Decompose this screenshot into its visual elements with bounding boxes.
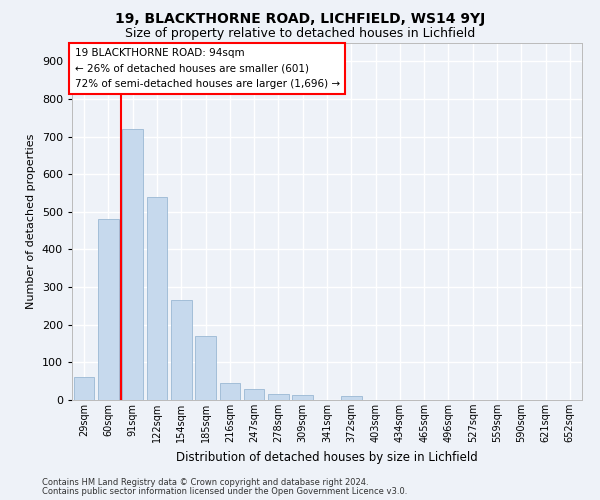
Y-axis label: Number of detached properties: Number of detached properties <box>26 134 36 309</box>
Bar <box>341 396 362 400</box>
Bar <box>268 394 289 400</box>
Bar <box>98 220 119 400</box>
X-axis label: Distribution of detached houses by size in Lichfield: Distribution of detached houses by size … <box>176 450 478 464</box>
Bar <box>146 197 167 400</box>
Text: Size of property relative to detached houses in Lichfield: Size of property relative to detached ho… <box>125 28 475 40</box>
Bar <box>171 300 191 400</box>
Bar <box>220 383 240 400</box>
Text: 19 BLACKTHORNE ROAD: 94sqm
← 26% of detached houses are smaller (601)
72% of sem: 19 BLACKTHORNE ROAD: 94sqm ← 26% of deta… <box>74 48 340 89</box>
Bar <box>195 336 216 400</box>
Text: Contains HM Land Registry data © Crown copyright and database right 2024.: Contains HM Land Registry data © Crown c… <box>42 478 368 487</box>
Bar <box>244 388 265 400</box>
Text: 19, BLACKTHORNE ROAD, LICHFIELD, WS14 9YJ: 19, BLACKTHORNE ROAD, LICHFIELD, WS14 9Y… <box>115 12 485 26</box>
Bar <box>122 129 143 400</box>
Bar <box>292 396 313 400</box>
Text: Contains public sector information licensed under the Open Government Licence v3: Contains public sector information licen… <box>42 486 407 496</box>
Bar <box>74 378 94 400</box>
